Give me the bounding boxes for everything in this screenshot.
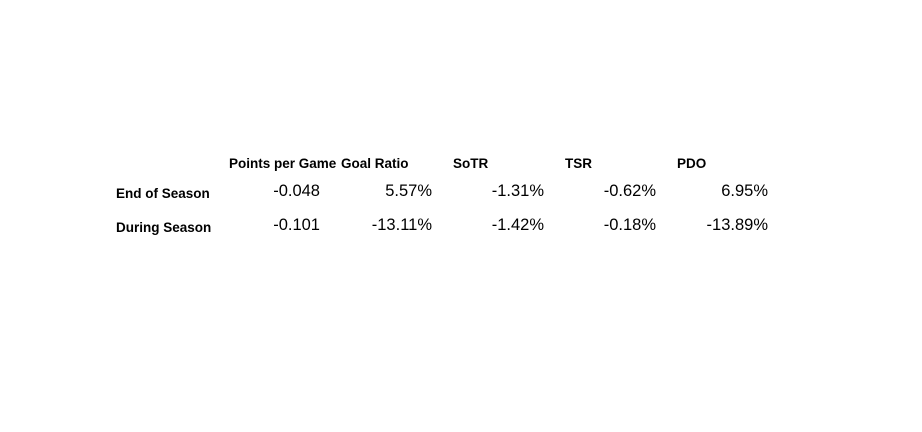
cell-end-of-season-tsr: -0.62%: [603, 181, 656, 200]
row-label-during-season: During Season: [116, 219, 212, 235]
column-header-pdo: PDO: [677, 155, 707, 171]
row-label-end-of-season: End of Season: [116, 185, 210, 201]
cell-during-season-points-per-game: -0.101: [273, 215, 320, 234]
table-row-end-of-season: End of Season -0.048 5.57% -1.31% -0.62%…: [108, 174, 780, 208]
header-row: Points per Game Goal Ratio SoTR TSR PDO: [108, 152, 780, 174]
table-row-during-season: During Season -0.101 -13.11% -1.42% -0.1…: [108, 208, 780, 242]
cell-end-of-season-goal-ratio: 5.57%: [385, 181, 432, 200]
cell-end-of-season-pdo: 6.95%: [721, 181, 768, 200]
cell-during-season-pdo: -13.89%: [706, 215, 768, 234]
stats-table: Points per Game Goal Ratio SoTR TSR PDO …: [108, 152, 780, 242]
column-header-goal-ratio: Goal Ratio: [341, 155, 409, 171]
column-header-sotr: SoTR: [453, 155, 489, 171]
cell-during-season-tsr: -0.18%: [603, 215, 656, 234]
column-header-tsr: TSR: [565, 155, 592, 171]
cell-end-of-season-points-per-game: -0.048: [273, 181, 320, 200]
column-header-points-per-game: Points per Game: [229, 155, 337, 171]
cell-end-of-season-sotr: -1.31%: [491, 181, 544, 200]
cell-during-season-goal-ratio: -13.11%: [371, 215, 432, 234]
corner-cell: [108, 161, 220, 165]
cell-during-season-sotr: -1.42%: [491, 215, 544, 234]
